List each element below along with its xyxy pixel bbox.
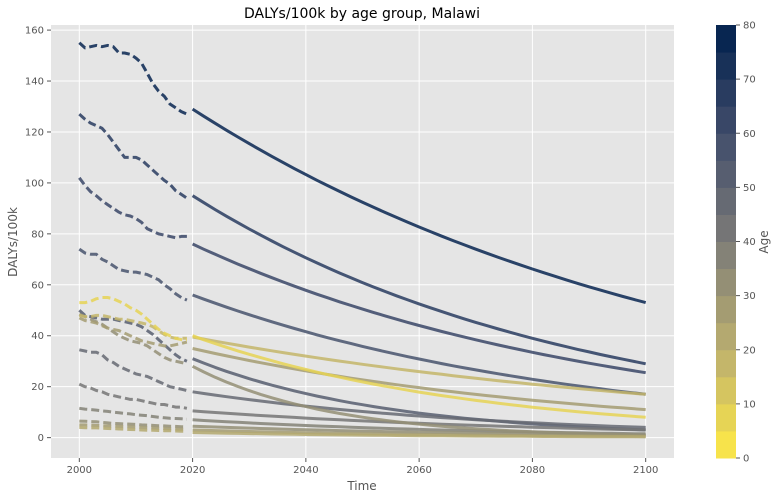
historical-series-line [78,348,188,392]
y-tick-label: 40 [31,331,44,342]
colorbar-tick-label: 50 [743,183,756,194]
y-tick-label: 20 [31,382,44,393]
projection-series-line [192,357,646,432]
colorbar-segment [716,106,736,134]
x-tick-label: 2020 [180,465,205,476]
colorbar-segment [716,79,736,107]
historical-series-line [78,309,188,363]
historical-series-line [78,41,188,116]
x-tick-label: 2060 [406,465,431,476]
projection-series-line [192,390,646,429]
colorbar: 0 10 20 30 40 50 60 70 80 [716,21,756,465]
colorbar-segment [716,268,736,297]
historical-series-line [78,316,188,348]
colorbar-segment [716,133,736,161]
historical-series-line [79,406,188,421]
historical-series-line [78,382,188,410]
x-tick-label: 2040 [293,465,318,476]
projection-series-line [191,107,647,305]
projection-series-line [191,364,646,437]
projection-series-line [192,347,646,412]
x-tick-label: 2080 [520,465,545,476]
colorbar-segment [716,214,736,242]
y-tick-label: 100 [25,178,44,189]
colorbar-segment [716,241,736,270]
historical-series-line [79,423,187,431]
x-tick-label: 2000 [67,465,92,476]
colorbar-tick-label: 40 [743,237,756,248]
y-tick-label: 80 [31,229,44,240]
historical-series-line [79,425,187,433]
axes: 2000 2020 2040 2060 2080 21000204060801001201… [25,26,659,476]
x-axis-label: Time [346,479,376,493]
projection-series-line [191,242,646,375]
y-tick-label: 160 [25,26,44,37]
projection-series-line [192,335,646,396]
historical-series-line [78,176,187,240]
colorbar-segment [716,349,736,378]
colorbar-tick-label: 20 [743,345,756,356]
y-axis-label: DALYs/100k [6,207,20,277]
y-tick-label: 60 [31,280,44,291]
colorbar-segment [716,376,736,405]
colorbar-segment [716,295,736,324]
historical-series-line [78,313,187,340]
projection-series-line [192,334,646,419]
colorbar-tick-label: 60 [743,129,756,140]
historical-series-line [79,296,187,342]
colorbar-tick-label: 70 [743,75,756,86]
chart-title: DALYs/100k by age group, Malawi [244,6,480,22]
colorbar-segment [716,322,736,351]
colorbar-segment [716,187,736,215]
projection-series-line [191,194,646,366]
plot-background [51,25,674,458]
colorbar-segment [716,160,736,188]
series-lines [78,41,647,439]
colorbar-segment [716,403,736,432]
grid [51,25,674,458]
historical-series-line [78,112,188,200]
colorbar-tick-label: 30 [743,291,756,302]
x-tick-label: 2100 [633,465,658,476]
historical-series-line [79,419,187,429]
historical-series-line [78,247,188,302]
projection-series-line [192,293,646,396]
colorbar-tick-label: 10 [743,399,756,410]
colorbar-segment [716,25,736,53]
y-tick-label: 140 [25,77,44,88]
y-tick-label: 0 [38,433,44,444]
colorbar-segment [716,52,736,80]
colorbar-tick-label: 0 [743,454,749,465]
colorbar-tick-label: 80 [743,21,756,32]
projection-series-line [192,431,646,439]
colorbar-label: Age [757,230,771,253]
colorbar-segment [716,430,736,459]
y-tick-label: 120 [25,127,44,138]
